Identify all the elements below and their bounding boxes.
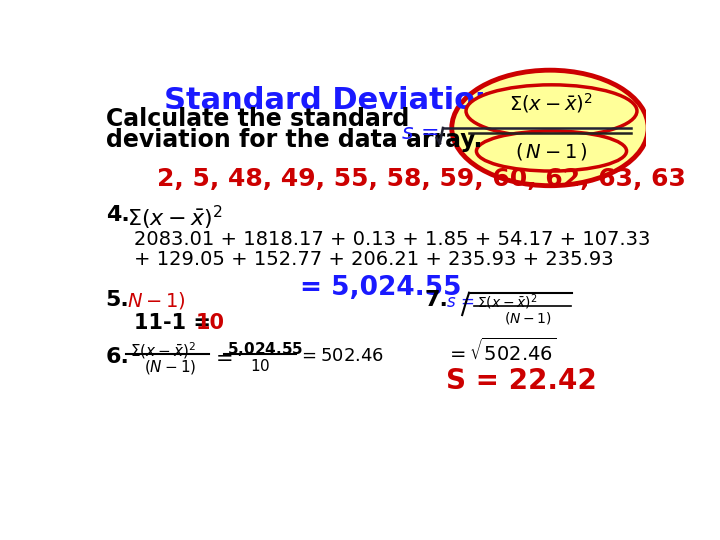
Text: 6.: 6. <box>106 347 130 367</box>
Text: $\Sigma\left(x-\bar{x}\right)^2$: $\Sigma\left(x-\bar{x}\right)^2$ <box>477 293 537 312</box>
Text: 5.: 5. <box>106 289 130 309</box>
Text: S = 22.42: S = 22.42 <box>446 367 597 395</box>
Text: Calculate the standard: Calculate the standard <box>106 107 409 131</box>
Text: $N-1)$: $N-1)$ <box>127 289 186 310</box>
Text: $=$: $=$ <box>211 347 233 367</box>
Text: 11-1 =: 11-1 = <box>134 313 218 333</box>
Text: = 5,024.55: = 5,024.55 <box>300 275 462 301</box>
Text: + 129.05 + 152.77 + 206.21 + 235.93 + 235.93: + 129.05 + 152.77 + 206.21 + 235.93 + 23… <box>134 249 613 268</box>
Text: $s\,=$: $s\,=$ <box>446 293 474 310</box>
Text: $= 502.46$: $= 502.46$ <box>298 347 384 366</box>
Ellipse shape <box>451 70 648 186</box>
Text: $\left(\,N-1\,\right)$: $\left(\,N-1\,\right)$ <box>515 141 588 163</box>
Text: $=\sqrt{502.46}$: $=\sqrt{502.46}$ <box>446 338 557 366</box>
Text: 2083.01 + 1818.17 + 0.13 + 1.85 + 54.17 + 107.33: 2083.01 + 1818.17 + 0.13 + 1.85 + 54.17 … <box>134 231 651 249</box>
Text: $\mathbf{5{,}024.55}$: $\mathbf{5{,}024.55}$ <box>227 340 302 359</box>
Ellipse shape <box>466 85 637 137</box>
Text: $\Sigma\left(x-\bar{x}\right)^2$: $\Sigma\left(x-\bar{x}\right)^2$ <box>510 91 593 115</box>
Text: $\Sigma\left(x-\bar{x}\right)^2$: $\Sigma\left(x-\bar{x}\right)^2$ <box>127 204 222 232</box>
Ellipse shape <box>477 131 626 171</box>
Text: 10: 10 <box>196 313 225 333</box>
Text: $\left(N-1\right)$: $\left(N-1\right)$ <box>144 358 197 376</box>
Text: $\left(N-1\right)$: $\left(N-1\right)$ <box>504 309 552 326</box>
Text: deviation for the data array.: deviation for the data array. <box>106 128 482 152</box>
Text: $s\,=$: $s\,=$ <box>400 123 438 143</box>
Text: 7.: 7. <box>425 289 449 309</box>
Text: 2, 5, 48, 49, 55, 58, 59, 60, 62, 63, 63: 2, 5, 48, 49, 55, 58, 59, 60, 62, 63, 63 <box>157 167 686 191</box>
Text: $10$: $10$ <box>250 358 270 374</box>
Text: 4.: 4. <box>106 205 130 225</box>
Text: Standard Deviation: Standard Deviation <box>164 86 497 116</box>
Text: $\Sigma\left(x-\bar{x}\right)^2$: $\Sigma\left(x-\bar{x}\right)^2$ <box>130 340 197 361</box>
